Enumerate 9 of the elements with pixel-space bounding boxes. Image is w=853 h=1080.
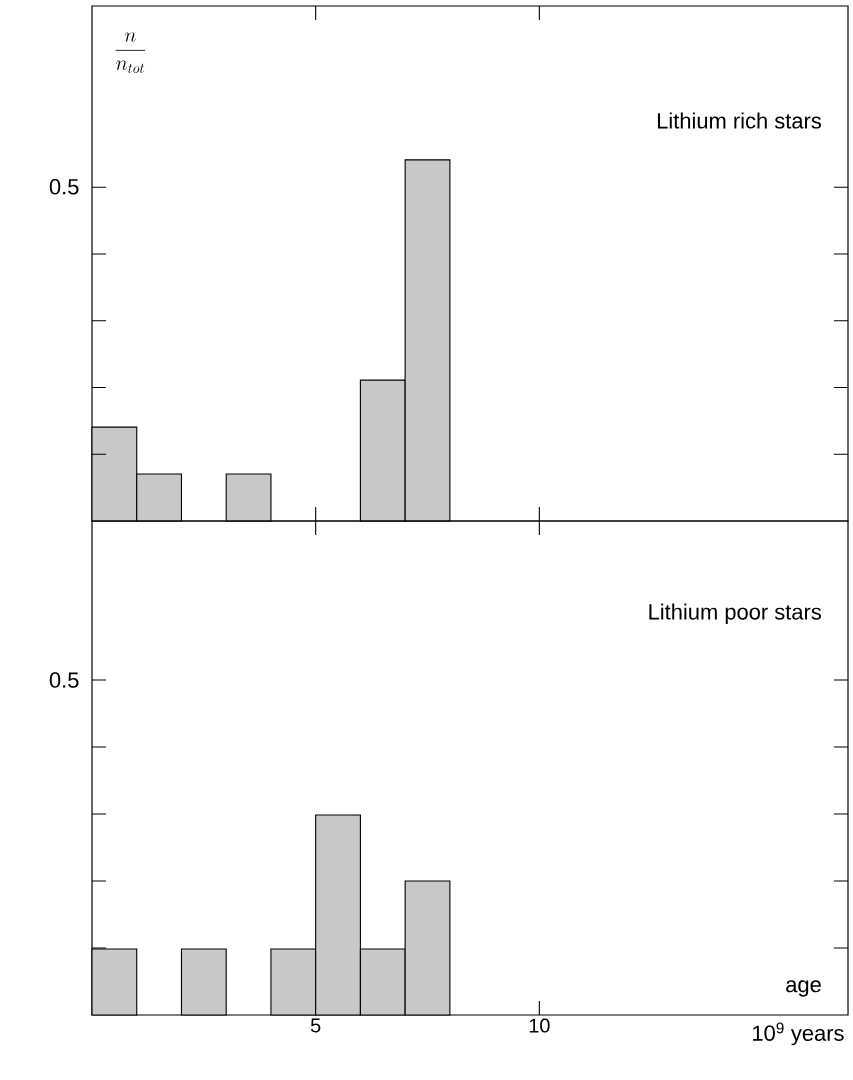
text: Lithium poor stars xyxy=(649,603,821,624)
x-tick-label: 10 xyxy=(529,1018,550,1033)
y-axis-title: $\frac{n}{n_{tot}}$ xyxy=(115,32,146,73)
x-axis-title: 10$^{9}$ years xyxy=(753,1022,844,1046)
text: 0.5 xyxy=(49,178,79,195)
annotation: age xyxy=(786,980,821,997)
x-tick-label: 5 xyxy=(310,1018,321,1033)
text: Lithium rich stars xyxy=(657,112,821,129)
text: 0.5 xyxy=(49,672,79,688)
